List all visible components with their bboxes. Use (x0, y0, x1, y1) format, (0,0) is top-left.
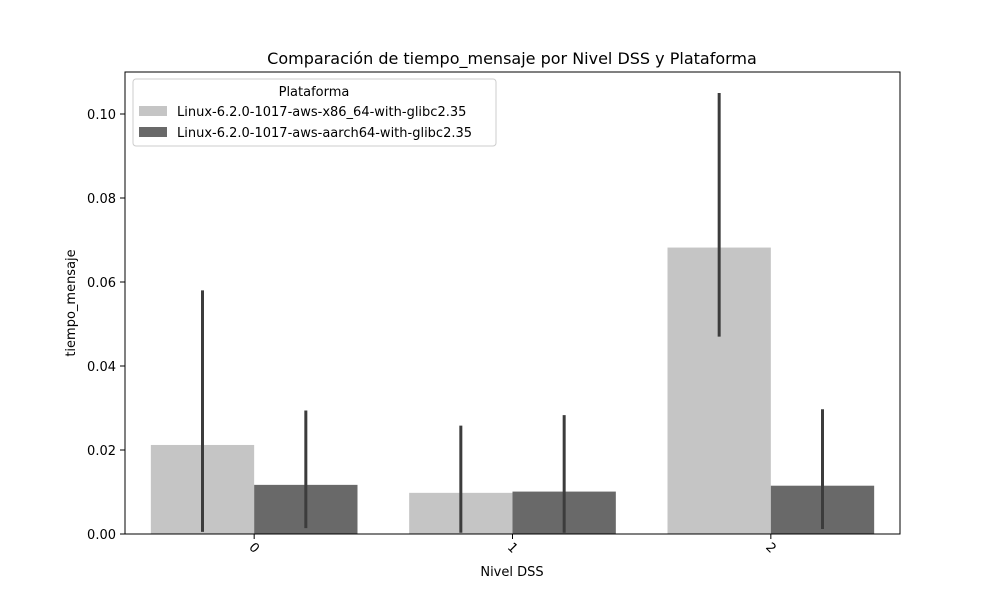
x-axis-label: Nivel DSS (480, 565, 543, 580)
plot-area (150, 93, 875, 534)
legend: Plataforma Linux-6.2.0-1017-aws-x86_64-w… (132, 78, 497, 147)
x-tick-label-1: 1 (504, 540, 520, 556)
legend-label-x86: Linux-6.2.0-1017-aws-x86_64-with-glibc2.… (177, 105, 466, 120)
legend-label-aarch64: Linux-6.2.0-1017-aws-aarch64-with-glibc2… (177, 126, 472, 141)
y-axis-label: tiempo_mensaje (64, 249, 79, 356)
y-tick-label-5: 0.10 (87, 108, 116, 123)
y-tick-label-0: 0.00 (87, 528, 116, 543)
x-tick-label-2: 2 (762, 540, 778, 556)
y-tick-label-2: 0.04 (87, 360, 116, 375)
y-tick-label-3: 0.06 (87, 276, 116, 291)
y-tick-label-4: 0.08 (87, 192, 116, 207)
y-tick-label-1: 0.02 (87, 444, 116, 459)
legend-swatch-aarch64 (139, 127, 167, 137)
x-axis: 0 1 2 (246, 534, 779, 557)
legend-swatch-x86 (139, 106, 167, 116)
y-axis: 0.00 0.02 0.04 0.06 0.08 0.10 (87, 108, 125, 543)
legend-title: Plataforma (279, 85, 350, 100)
legend-box (132, 78, 497, 147)
chart-title: Comparación de tiempo_mensaje por Nivel … (267, 49, 757, 69)
x-tick-label-0: 0 (246, 540, 262, 556)
